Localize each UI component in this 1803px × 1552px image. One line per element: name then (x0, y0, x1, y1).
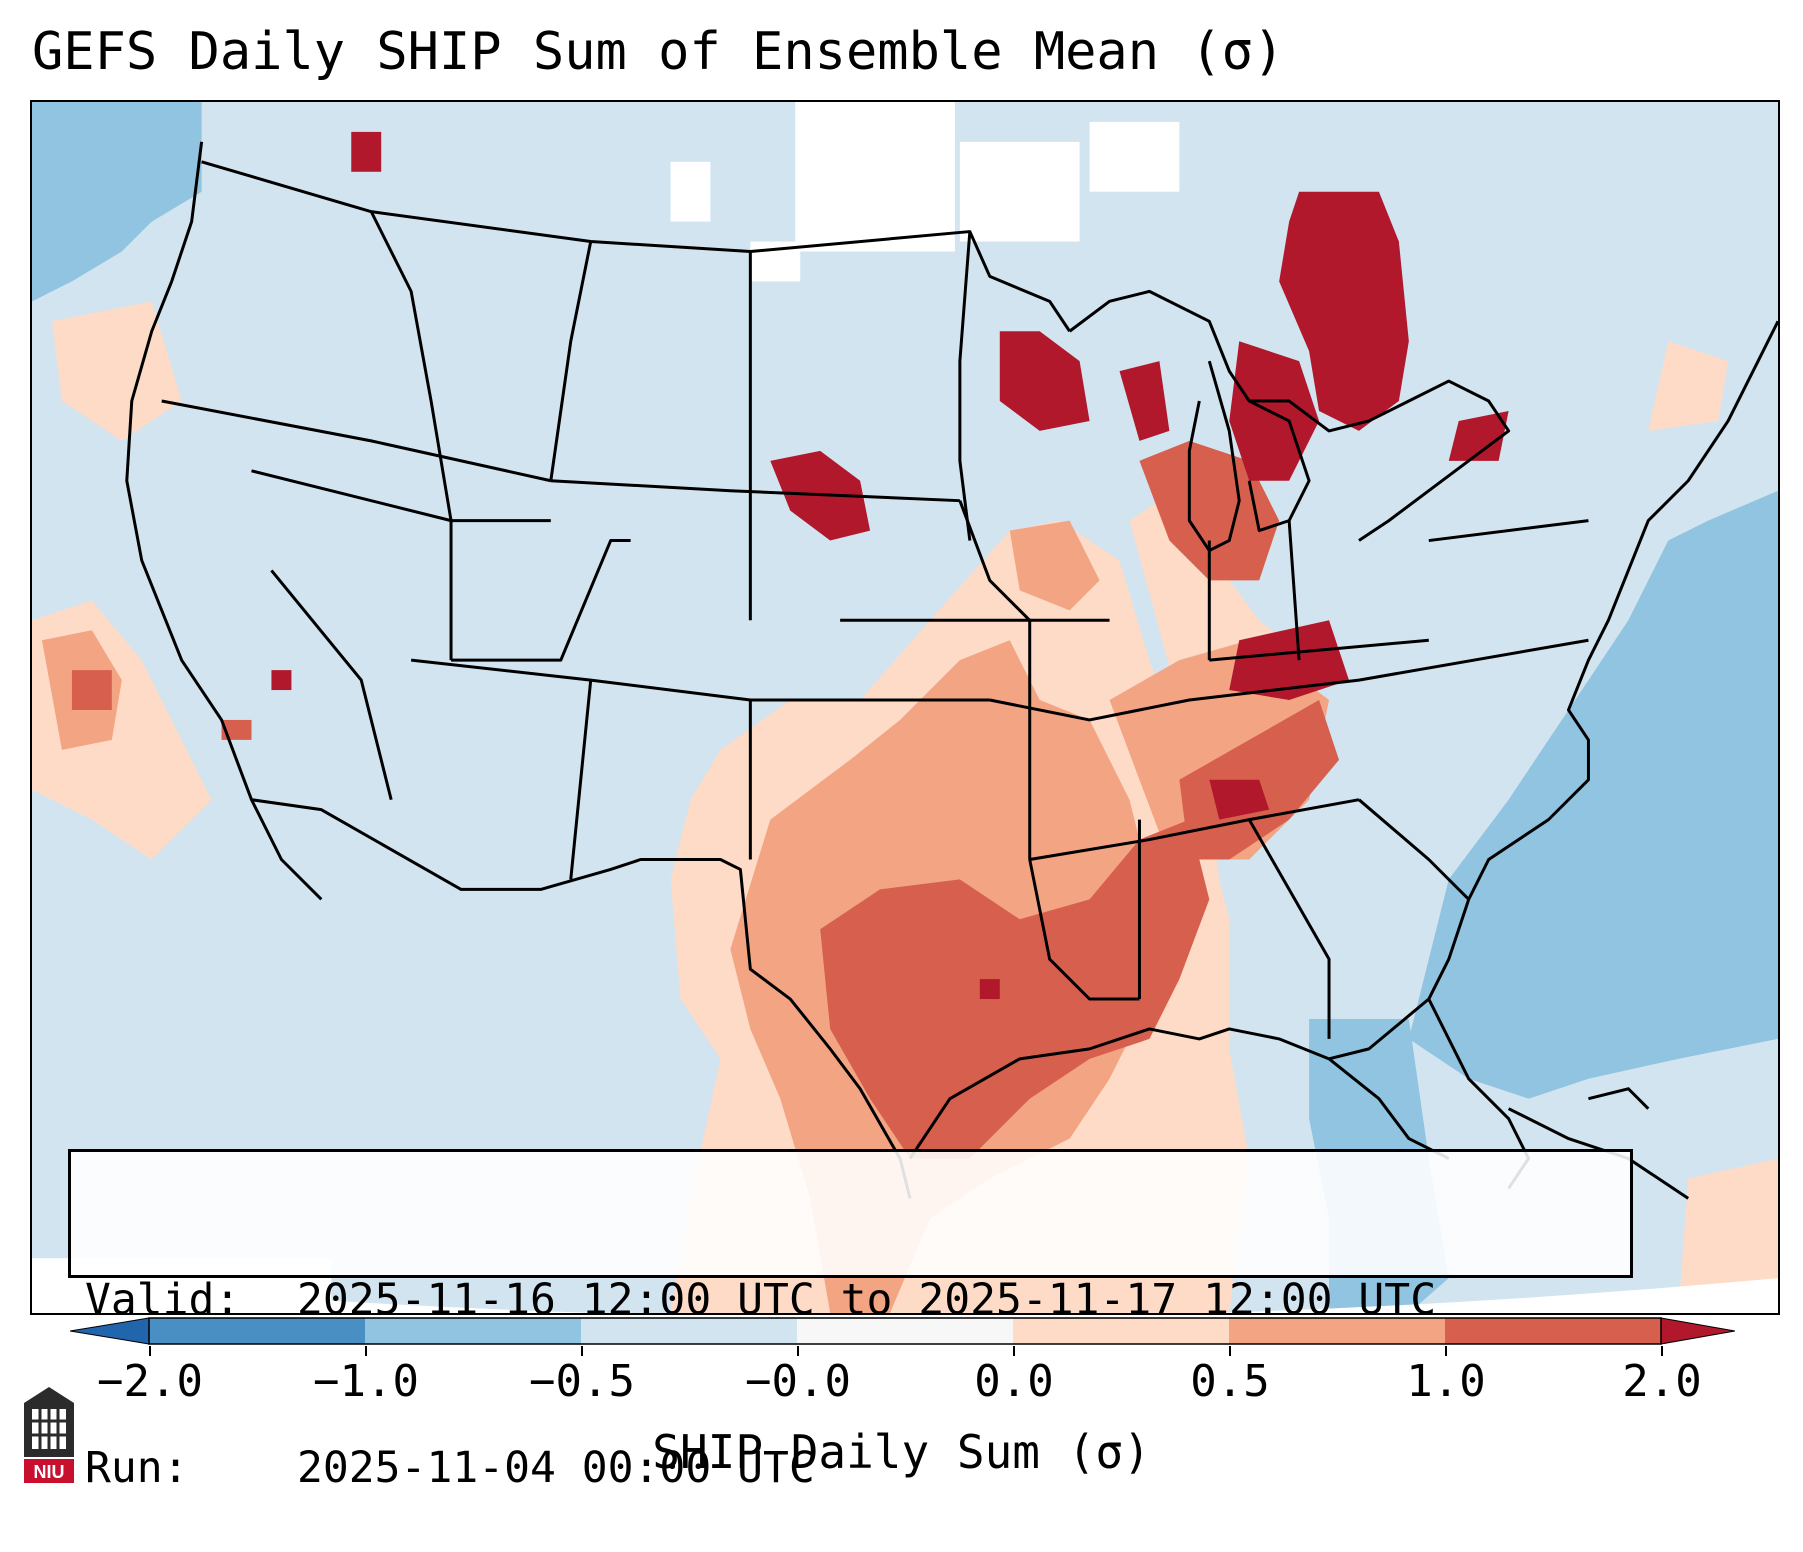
colorbar-bin-6 (1229, 1318, 1445, 1344)
colorbar-tick (1013, 1346, 1015, 1356)
colorbar-tick-label: −2.0 (97, 1356, 203, 1407)
colorbar-tick-label: 2.0 (1622, 1356, 1702, 1407)
colorbar-bin-2 (365, 1318, 581, 1344)
valid-value: 2025-11-16 12:00 UTC to 2025-11-17 12:00… (297, 1275, 1437, 1325)
colorbar-bin-4 (797, 1318, 1013, 1344)
colorbar-tick-label: 0.0 (974, 1356, 1054, 1407)
colorbar-tick (1661, 1346, 1663, 1356)
colorbar-bin-3 (581, 1318, 797, 1344)
colorbar-tick (1229, 1346, 1231, 1356)
caribbean-islands (1507, 1087, 1690, 1200)
page-title: GEFS Daily SHIP Sum of Ensemble Mean (σ) (32, 22, 1285, 82)
valid-run-info-box: Valid: 2025-11-16 12:00 UTC to 2025-11-17… (68, 1149, 1633, 1493)
run-label: Run: (85, 1443, 189, 1493)
positive-max-field (271, 131, 1509, 1000)
colorbar-over-arrow (1660, 1317, 1735, 1345)
colorbar-tick-label: −0.0 (745, 1356, 851, 1407)
niu-logo: NIU (24, 1387, 74, 1483)
colorbar-tick (365, 1346, 367, 1356)
colorbar (70, 1317, 1735, 1345)
colorbar-tick-label: 0.5 (1190, 1356, 1270, 1407)
colorbar-under-arrow (70, 1317, 150, 1345)
valid-label: Valid: (85, 1275, 241, 1325)
colorbar-bin-1 (149, 1318, 365, 1344)
colorbar-bin-5 (1013, 1318, 1229, 1344)
ship-map (32, 102, 1778, 1313)
colorbar-tick-label: −0.5 (529, 1356, 635, 1407)
colorbar-tick-label: −1.0 (313, 1356, 419, 1407)
map-panel (30, 100, 1780, 1315)
colorbar-tick (797, 1346, 799, 1356)
colorbar-bin-7 (1445, 1318, 1661, 1344)
colorbar-tick (581, 1346, 583, 1356)
colorbar-tick (149, 1346, 151, 1356)
coastlines-and-borders (125, 141, 1778, 1199)
colorbar-tick-label: 1.0 (1406, 1356, 1486, 1407)
colorbar-title: SHIP Daily Sum (σ) (652, 1425, 1151, 1479)
atlantic-negative-field (1408, 490, 1778, 1099)
pacific-negative-field (32, 102, 202, 302)
run-value: 2025-11-04 00:00 UTC (297, 1443, 815, 1493)
colorbar-tick (1445, 1346, 1447, 1356)
svg-text:NIU: NIU (34, 1462, 65, 1482)
